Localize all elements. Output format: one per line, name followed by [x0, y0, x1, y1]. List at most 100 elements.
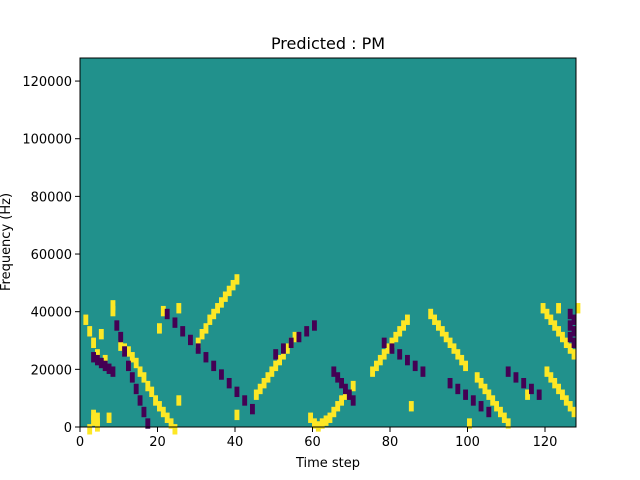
heatmap-cell — [277, 354, 282, 366]
x-tick-label: 60 — [304, 435, 321, 450]
heatmap-cell — [312, 320, 317, 331]
heatmap-cell — [474, 372, 480, 383]
heatmap-cell — [188, 334, 193, 346]
chart-title: Predicted : PM — [271, 34, 385, 53]
heatmap-cell — [405, 314, 410, 325]
heatmap-cell — [478, 401, 484, 412]
plot-frame — [79, 57, 577, 428]
heatmap-cell — [540, 303, 546, 314]
heatmap-cell — [98, 357, 104, 369]
heatmap-cell — [397, 326, 403, 337]
heatmap-cell — [308, 412, 313, 423]
heatmap-cell — [498, 406, 503, 418]
heatmap-cell — [447, 337, 453, 349]
heatmap-cell — [226, 377, 232, 389]
heatmap-cell — [215, 303, 220, 314]
heatmap-cell — [269, 366, 275, 377]
heatmap-cell — [95, 412, 100, 423]
y-tick-label: 40000 — [31, 306, 72, 321]
heatmap-cell — [98, 328, 104, 340]
heatmap-cell — [521, 377, 527, 389]
heatmap-cell — [544, 366, 550, 377]
y-tick-label: 80000 — [31, 190, 72, 205]
heatmap-cell — [126, 360, 131, 372]
heatmap-cell — [230, 279, 236, 291]
heatmap-cell — [137, 366, 143, 377]
heatmap-cell — [536, 389, 542, 400]
heatmap-cell — [548, 372, 554, 383]
heatmap-cell — [563, 337, 569, 349]
heatmap-cell — [226, 285, 232, 297]
heatmap-cell — [490, 395, 496, 406]
heatmap-cell — [463, 360, 468, 372]
heatmap-cell — [505, 418, 511, 429]
heatmap-cell — [110, 366, 116, 377]
heatmap-cell — [319, 418, 325, 429]
heatmap-cell — [408, 401, 414, 412]
heatmap-cell — [401, 320, 406, 331]
heatmap-cell — [486, 389, 492, 400]
heatmap-cell — [288, 337, 294, 349]
heatmap-cell — [284, 343, 290, 354]
heatmap-cell — [420, 366, 426, 377]
heatmap-cell — [133, 357, 139, 369]
heatmap-cell — [467, 418, 472, 429]
heatmap-cell — [110, 300, 116, 311]
heatmap-cell — [393, 331, 399, 343]
heatmap-cell — [203, 352, 209, 363]
y-axis-ticks: 0 20000 40000 60000 80000 100000 120000 — [22, 75, 80, 436]
heatmap-cell — [129, 372, 135, 383]
heatmap-cell — [405, 354, 410, 366]
heatmap-cell — [114, 320, 120, 331]
heatmap-cell — [331, 366, 337, 377]
heatmap-cell — [552, 377, 558, 389]
heatmap-cell — [389, 337, 395, 349]
y-tick-label: 100000 — [22, 133, 72, 148]
heatmap-cell — [106, 363, 112, 374]
heatmap-cell — [106, 412, 112, 423]
heatmap-cell — [172, 424, 178, 435]
heatmap-cell — [443, 331, 449, 343]
heatmap-cell — [571, 337, 577, 349]
heatmap-cell — [250, 403, 255, 415]
heatmap-cell — [91, 352, 96, 363]
heatmap-cell — [459, 354, 465, 366]
heatmap-cell — [160, 305, 166, 317]
heatmap-cell — [199, 328, 205, 340]
x-tick-label: 80 — [382, 435, 399, 450]
heatmap-cell — [323, 415, 329, 426]
heatmap-cell — [234, 386, 240, 398]
heatmap-cell — [556, 326, 561, 337]
heatmap-cell — [253, 389, 259, 400]
y-tick-label: 60000 — [31, 248, 72, 263]
heatmap-cell — [133, 383, 139, 395]
heatmap-cell — [567, 401, 573, 412]
heatmap-cell — [470, 395, 476, 406]
x-axis-label: Time step — [295, 456, 360, 471]
heatmap-cell — [451, 343, 457, 354]
heatmap-cell — [95, 349, 100, 360]
heatmap-cell — [141, 372, 147, 383]
heatmap-cell — [211, 308, 217, 320]
heatmap-cell — [176, 303, 182, 314]
heatmap-cell — [455, 383, 461, 395]
heatmap-cell — [389, 343, 395, 354]
heatmap-cell — [312, 418, 317, 429]
heatmap-cell — [195, 343, 201, 354]
heatmap-cell — [95, 421, 100, 432]
heatmap-cell — [548, 314, 554, 325]
heatmap-cell — [273, 349, 279, 360]
heatmap-cell — [149, 386, 155, 398]
heatmap-cell — [327, 412, 333, 423]
heatmap-cell — [567, 308, 573, 320]
heatmap-cell — [501, 412, 507, 423]
heatmap-cell — [370, 366, 375, 377]
x-tick-label: 100 — [455, 435, 480, 450]
heatmap-cell — [567, 343, 573, 354]
heatmap-cell — [203, 323, 209, 334]
heatmap-cell — [455, 349, 461, 360]
heatmap-cell — [529, 383, 534, 395]
heatmap-cell — [544, 308, 550, 320]
heatmap-cell — [563, 395, 569, 406]
heatmap-cell — [374, 360, 379, 372]
